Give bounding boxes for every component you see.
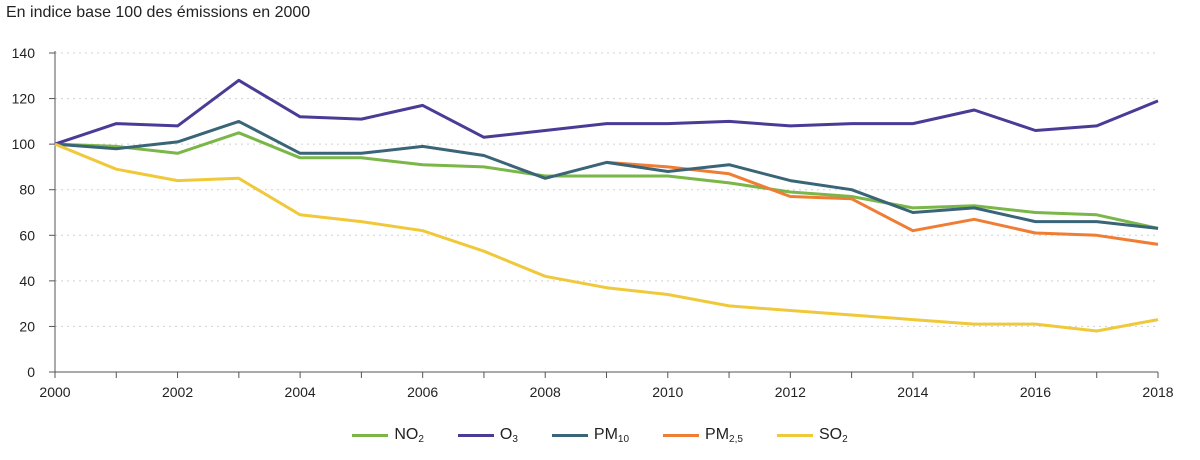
y-tick-label: 0 [27,364,35,380]
y-tick-label: 140 [12,45,36,61]
legend-label: PM10 [594,426,629,445]
legend-label: PM2,5 [705,426,743,445]
legend-label: O3 [500,426,518,445]
legend-label-text: NO [394,426,419,443]
x-tick-label: 2002 [162,384,193,400]
legend-label: NO2 [394,426,424,445]
series-line-no2 [54,131,1159,230]
y-tick-label: 40 [19,273,35,289]
legend-label-subscript: 3 [512,434,518,445]
legend-label-text: PM [705,426,730,443]
legend-swatch [551,434,588,437]
legend-swatch [663,434,700,437]
y-tick-label: 20 [19,318,35,334]
legend-item: SO2 [776,426,848,445]
y-tick-label: 60 [19,227,35,243]
legend-label: SO2 [819,426,848,445]
x-tick-label: 2006 [407,384,438,400]
y-tick-label: 120 [12,91,36,107]
legend-item: PM2,5 [663,426,743,445]
chart-title: En indice base 100 des émissions en 2000 [6,4,311,21]
legend-swatch [776,434,813,437]
legend-item: O3 [457,426,518,445]
legend-label-subscript: 2 [418,434,424,445]
legend: NO2 O3 PM10 PM2,5 SO2 [0,426,1200,445]
x-tick-label: 2008 [530,384,561,400]
legend-label-subscript: 2 [842,434,848,445]
legend-label-subscript: 10 [617,434,630,445]
legend-item: PM10 [551,426,629,445]
x-tick-label: 2000 [39,384,70,400]
x-tick-label: 2010 [652,384,683,400]
series-line-so2 [54,142,1159,333]
legend-swatch [457,434,494,437]
series-line-o3 [54,78,1159,146]
y-tick-label: 100 [12,136,36,152]
legend-label-subscript: 2,5 [729,434,743,445]
series-line-pm10 [54,119,1159,230]
y-tick-label: 80 [19,182,35,198]
legend-label-text: O [499,426,513,443]
x-tick-label: 2014 [897,384,928,400]
x-tick-label: 2016 [1020,384,1051,400]
legend-label-text: SO [818,426,843,443]
legend-swatch [352,434,389,437]
x-tick-label: 2018 [1142,384,1173,400]
series-line-pm25 [606,160,1159,246]
x-tick-label: 2004 [285,384,316,400]
legend-item: NO2 [352,426,424,445]
line-chart: 0 20 40 60 80 100 120 140 2000 2002 2004 2006 2008 20… [12,45,1174,400]
legend-label-text: PM [593,426,618,443]
x-tick-label: 2012 [775,384,806,400]
